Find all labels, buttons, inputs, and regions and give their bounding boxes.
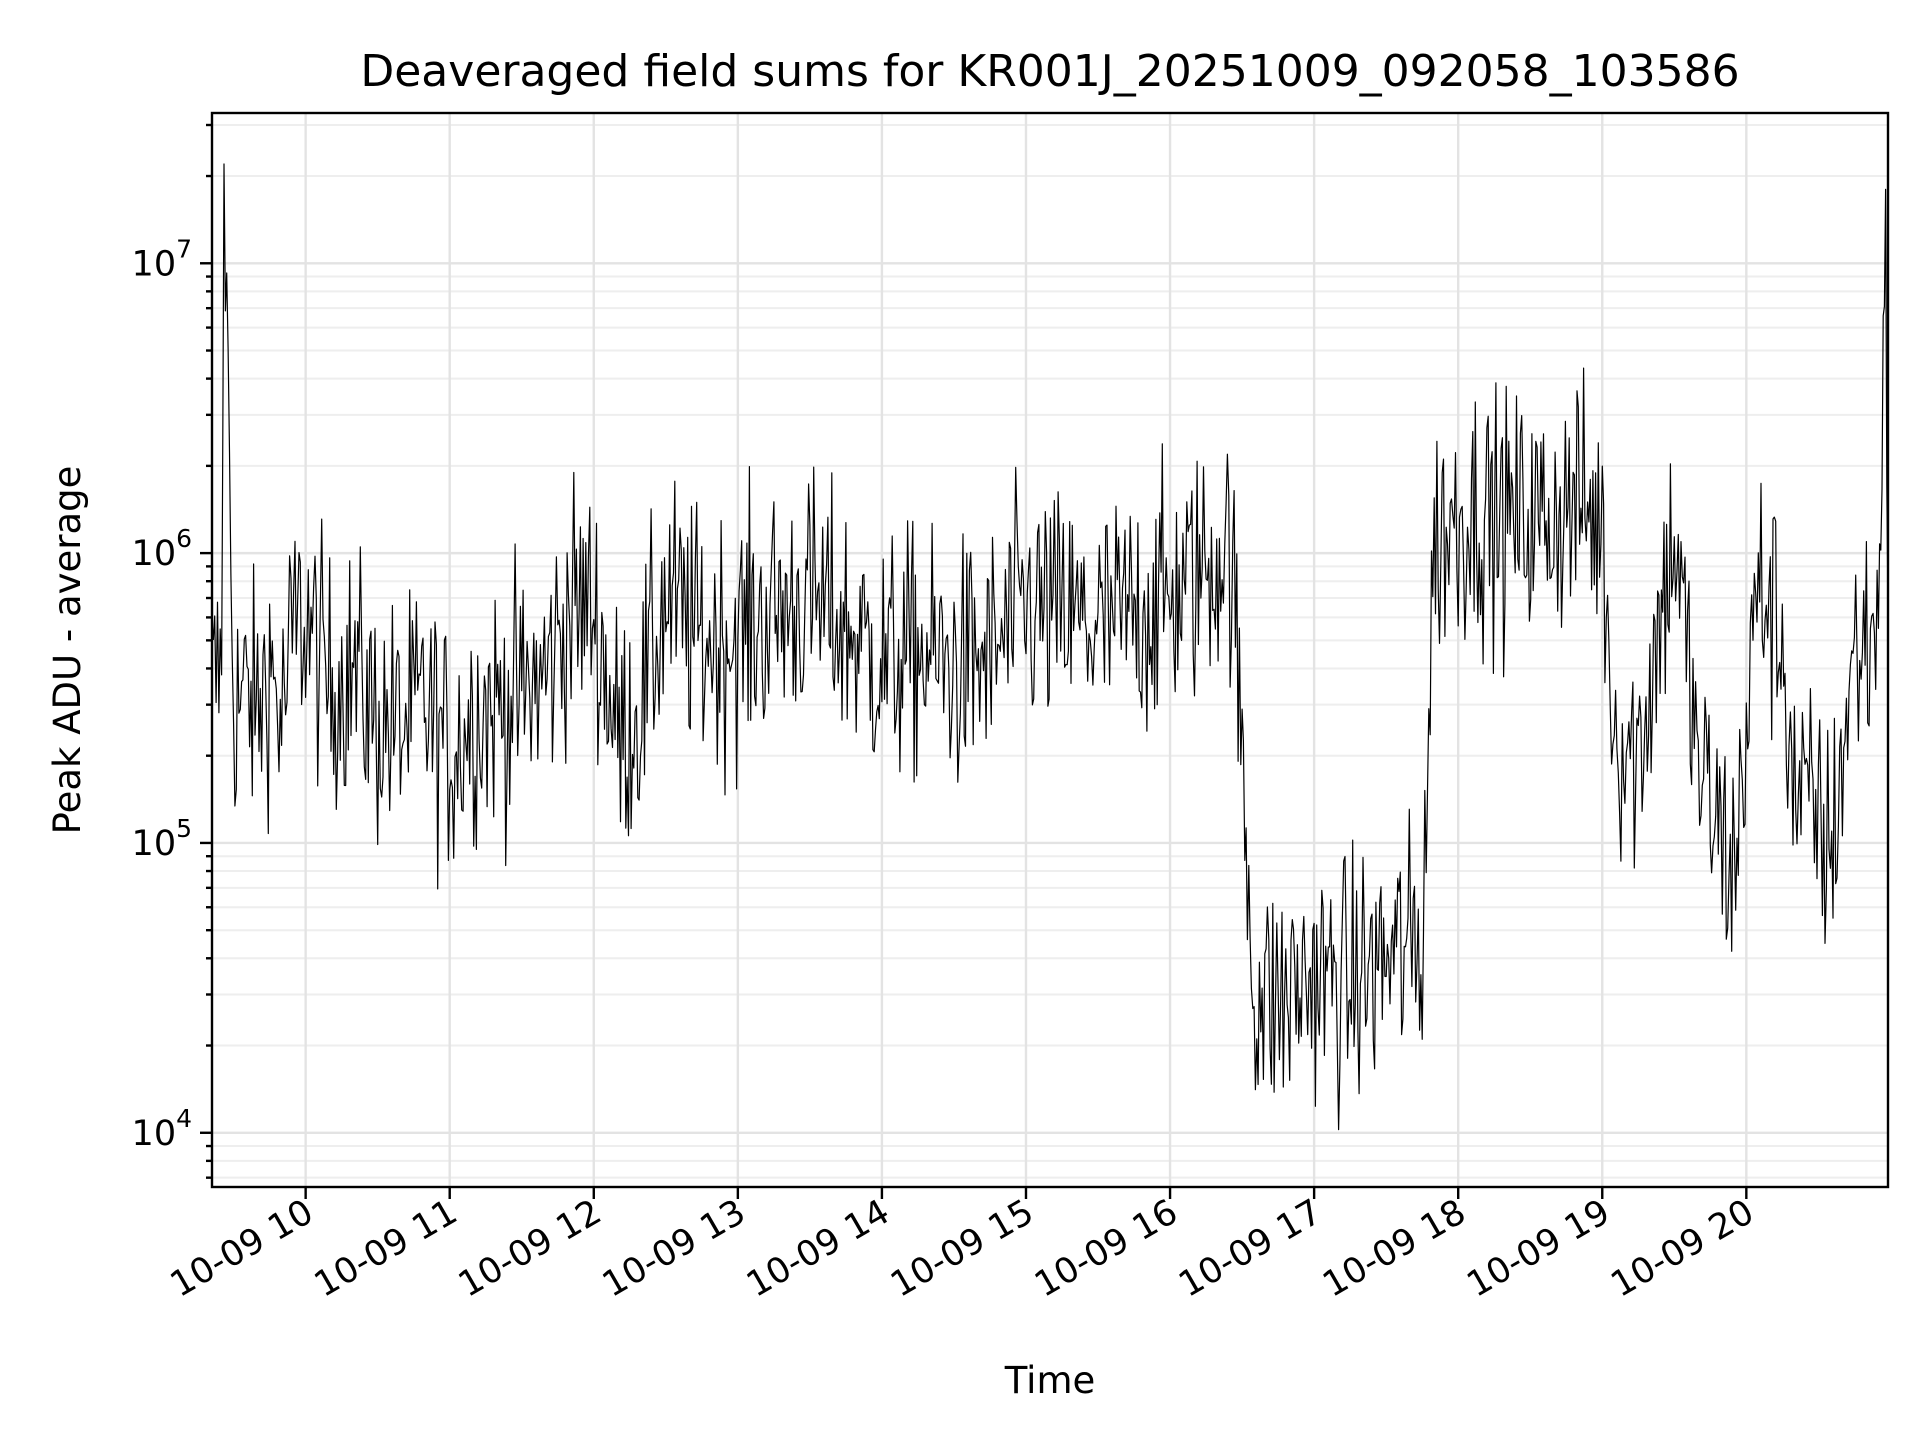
data-layer [211,163,1889,1131]
y-tick-base: 10 [132,534,177,574]
x-tick-label: 10-09 17 [1172,1192,1328,1305]
y-tick-exponent: 7 [176,234,192,263]
x-tick-label: 10-09 19 [1460,1192,1616,1305]
y-axis-label: Peak ADU - average [46,466,89,835]
y-tick-base: 10 [132,244,177,284]
y-tick-label: 106 [132,524,192,574]
y-tick-label: 105 [132,814,192,864]
x-axis-label: Time [1004,1359,1096,1402]
chart-title: Deaveraged field sums for KR001J_2025100… [360,46,1739,97]
y-tick-exponent: 6 [176,524,192,553]
y-tick-label: 104 [132,1104,192,1154]
y-tick-exponent: 4 [176,1104,192,1133]
y-tick-base: 10 [132,824,177,864]
x-tick-label: 10-09 18 [1316,1192,1472,1305]
x-tick-label: 10-09 10 [164,1192,320,1305]
x-tick-label: 10-09 11 [308,1192,464,1305]
y-tick-exponent: 5 [176,814,192,843]
grid [212,113,1888,1187]
x-tick-label: 10-09 14 [740,1192,896,1305]
plot-frame [210,111,1890,1189]
series-line [211,163,1889,1131]
x-tick-label: 10-09 16 [1028,1192,1184,1305]
x-tick-label: 10-09 15 [884,1192,1040,1305]
y-tick-base: 10 [132,1114,177,1154]
x-tick-label: 10-09 20 [1605,1192,1761,1305]
x-tick-label: 10-09 12 [452,1192,608,1305]
y-tick-label: 107 [132,234,192,284]
x-tick-label: 10-09 13 [596,1192,752,1305]
